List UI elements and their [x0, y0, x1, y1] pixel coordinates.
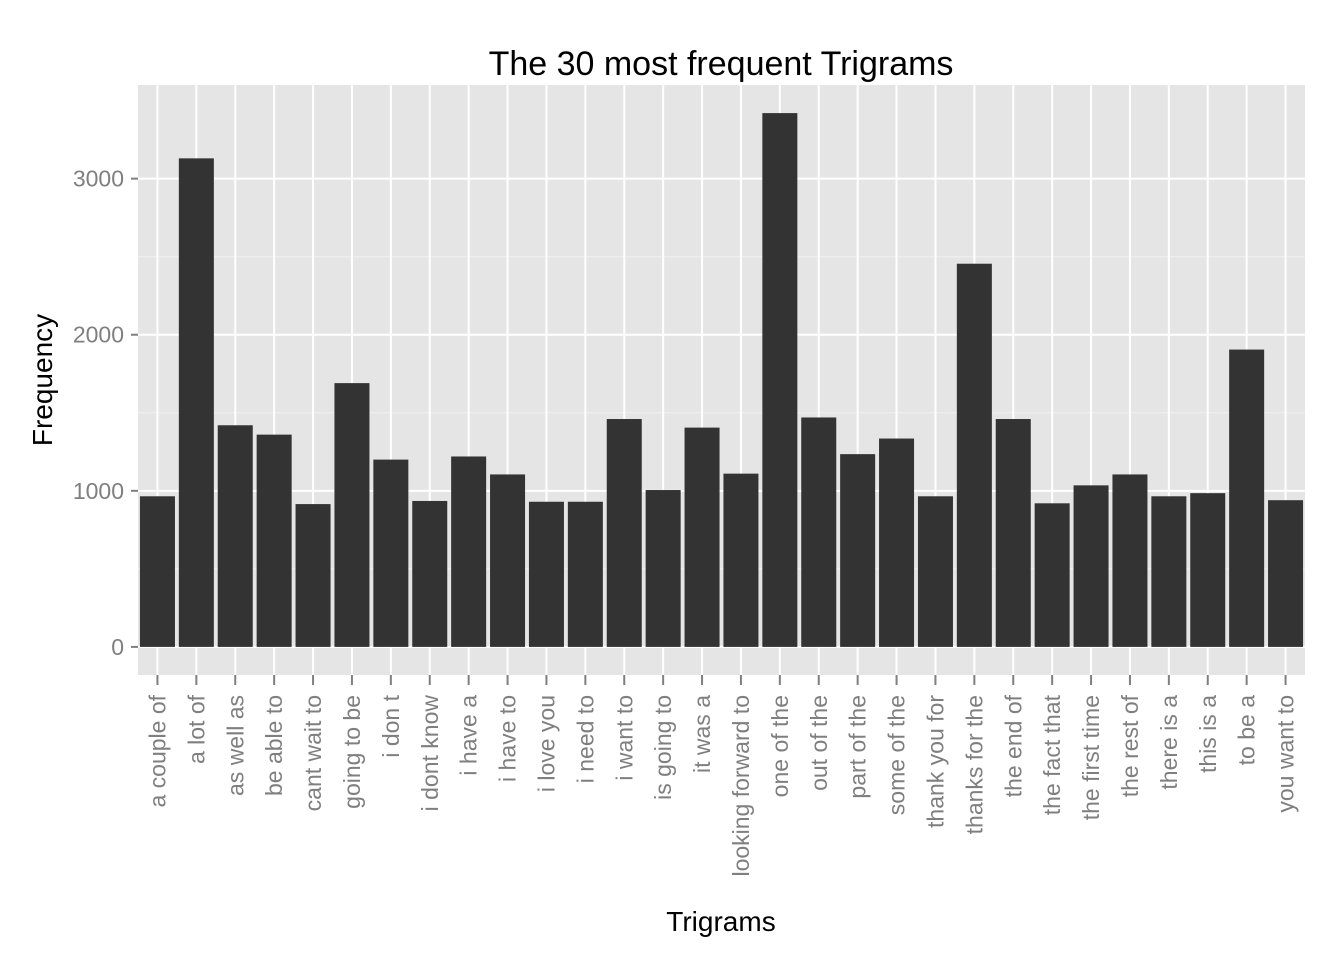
bar-some-of-the: [879, 438, 915, 647]
panel-background: [138, 85, 1305, 675]
bar-the-rest-of: [1112, 474, 1148, 647]
bar-is-going-to: [645, 490, 681, 647]
x-tick-label: part of the: [845, 695, 871, 799]
x-tick-label: i love you: [533, 695, 559, 792]
bar-i-don-t: [373, 459, 409, 647]
x-tick-label: a lot of: [183, 694, 209, 764]
x-axis-title: Trigrams: [666, 906, 775, 937]
x-tick-label: one of the: [767, 695, 793, 797]
x-tick-label: as well as: [222, 695, 248, 796]
bars: [139, 113, 1304, 647]
bar-a-couple-of: [139, 496, 175, 647]
bar-a-lot-of: [178, 158, 214, 647]
x-tick-label: it was a: [689, 695, 715, 773]
x-tick-label: out of the: [806, 695, 832, 791]
bar-thanks-for-the: [956, 263, 992, 647]
x-tick-label: thanks for the: [961, 695, 987, 834]
x-tick-label: the first time: [1078, 695, 1104, 820]
bar-to-be-a: [1229, 349, 1265, 647]
bar-going-to-be: [334, 383, 370, 647]
bar-cant-wait-to: [295, 504, 331, 647]
bar-thank-you-for: [917, 496, 953, 647]
x-tick-label: the fact that: [1039, 694, 1065, 815]
x-tick-label: you want to: [1273, 695, 1299, 813]
bar-part-of-the: [840, 454, 876, 647]
bar-i-need-to: [567, 501, 603, 647]
x-tick-label: a couple of: [144, 694, 170, 807]
bar-this-is-a: [1190, 493, 1226, 647]
bar-one-of-the: [762, 113, 798, 647]
bar-as-well-as: [217, 425, 253, 647]
bar-i-have-to: [490, 474, 526, 647]
x-tick-label: i have to: [495, 695, 521, 782]
x-tick-label: some of the: [884, 695, 910, 815]
x-tick-label: is going to: [650, 695, 676, 800]
x-tick-label: cant wait to: [300, 695, 326, 811]
x-tick-label: thank you for: [922, 695, 948, 828]
y-tick-label: 3000: [73, 166, 124, 192]
x-tick-label: the rest of: [1117, 694, 1143, 797]
y-axis: 0 1000 2000 3000: [73, 166, 138, 660]
bar-i-love-you: [528, 501, 564, 647]
x-tick-label: i don t: [378, 694, 404, 757]
y-tick-label: 0: [111, 634, 124, 660]
bar-the-first-time: [1073, 485, 1109, 647]
x-tick-label: i have a: [456, 695, 482, 776]
y-tick-label: 1000: [73, 478, 124, 504]
chart-title: The 30 most frequent Trigrams: [489, 45, 954, 83]
bar-be-able-to: [256, 434, 292, 647]
x-tick-label: this is a: [1195, 695, 1221, 773]
bar-i-have-a: [451, 456, 487, 647]
x-tick-label: there is a: [1156, 695, 1182, 790]
bar-out-of-the: [801, 417, 837, 647]
x-tick-label: to be a: [1234, 695, 1260, 766]
x-tick-label: the end of: [1000, 694, 1026, 797]
bar-looking-forward-to: [723, 473, 759, 647]
bar-the-end-of: [995, 419, 1031, 647]
x-axis: a couple of a lot of as well as be able to c…: [144, 675, 1299, 877]
y-tick-label: 2000: [73, 322, 124, 348]
plot-panel: [138, 85, 1305, 675]
x-tick-label: be able to: [261, 695, 287, 796]
x-tick-label: going to be: [339, 695, 365, 809]
bar-i-want-to: [606, 419, 642, 647]
x-tick-label: looking forward to: [728, 695, 754, 877]
bar-i-dont-know: [412, 500, 448, 647]
bar-it-was-a: [684, 427, 720, 647]
bar-you-want-to: [1268, 500, 1304, 647]
y-axis-title: Frequency: [27, 314, 58, 446]
bar-the-fact-that: [1034, 503, 1070, 647]
x-tick-label: i need to: [572, 695, 598, 783]
x-tick-label: i want to: [611, 695, 637, 781]
x-tick-label: i dont know: [417, 695, 443, 812]
bar-there-is-a: [1151, 496, 1187, 647]
